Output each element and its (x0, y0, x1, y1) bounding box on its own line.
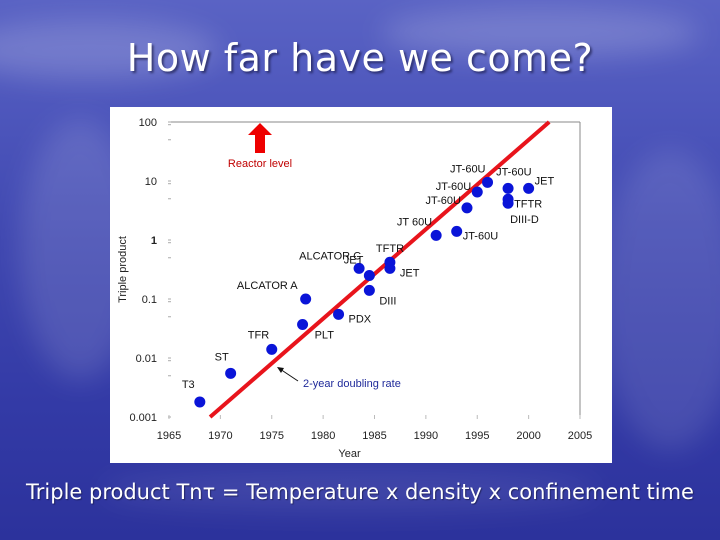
data-point-label: ST (215, 351, 229, 363)
data-point[interactable] (461, 202, 473, 214)
y-tick-label: 0.001 (129, 412, 157, 424)
data-point-label: JT-60U (450, 163, 486, 175)
doubling-rate-trend-line (208, 120, 551, 419)
data-point[interactable] (471, 186, 483, 198)
x-tick-label: 1990 (414, 430, 438, 442)
x-tick-label: 1970 (208, 430, 232, 442)
x-tick-label: 1985 (362, 430, 386, 442)
y-tick-label: 100 (139, 117, 157, 129)
data-point[interactable] (430, 229, 442, 241)
y-tick-label: 0.01 (136, 353, 157, 365)
y-tick-label: 0.1 (142, 294, 157, 306)
data-point[interactable] (502, 182, 514, 194)
data-point[interactable] (333, 308, 345, 320)
chart-panel: 100 10 1 0.1 0.01 0.001 1965 1970 1975 1980 1985 19… (110, 107, 612, 463)
x-tick-label: 2005 (568, 430, 592, 442)
data-point-label: DIII-D (510, 214, 539, 226)
data-point-label: TFR (248, 329, 269, 341)
data-point[interactable] (363, 284, 375, 296)
data-point[interactable] (266, 343, 278, 355)
data-point-label: ALCATOR A (237, 280, 298, 292)
data-point-label: JET (535, 175, 555, 187)
annotation-arrowhead-icon (277, 367, 284, 373)
data-point[interactable] (502, 197, 514, 209)
data-point-label: PDX (349, 313, 372, 325)
data-point-label: TFTR (514, 198, 542, 210)
slide-title: How far have we come? (126, 36, 594, 80)
data-point[interactable] (194, 396, 206, 408)
data-point-label: JET (400, 267, 420, 279)
data-point[interactable] (363, 270, 375, 282)
data-point[interactable] (297, 318, 309, 330)
x-tick-label: 1980 (311, 430, 335, 442)
x-tick-label: 1965 (157, 430, 181, 442)
x-axis-label: Year (338, 448, 361, 460)
x-tick-label: 2000 (516, 430, 540, 442)
y-axis-label: Triple product (117, 236, 129, 303)
data-point-label: JET (344, 255, 364, 267)
annotation-pointer-line (279, 368, 299, 382)
data-point[interactable] (482, 176, 494, 188)
x-tick-label: 1975 (260, 430, 284, 442)
data-point-label: ALCATOR C (299, 250, 361, 262)
data-point[interactable] (523, 182, 535, 194)
data-point-label: JT-60U (463, 230, 499, 242)
doubling-rate-label: 2-year doubling rate (303, 378, 401, 390)
data-point-label: JT-60U (436, 181, 472, 193)
data-point-label: JT-60U (496, 166, 532, 178)
data-point[interactable] (353, 262, 365, 274)
data-point-label: JT 60U (397, 216, 432, 228)
data-point-label: JT-60U (426, 195, 462, 207)
slide-caption: Triple product Tnτ = Temperature x densi… (26, 480, 694, 504)
data-point[interactable] (384, 262, 396, 274)
data-point-label: DIII (379, 295, 396, 307)
data-point-label: T3 (182, 379, 195, 391)
reactor-level-label: Reactor level (228, 158, 292, 170)
data-point-label: PLT (315, 329, 335, 341)
data-point[interactable] (451, 225, 463, 237)
reactor-level-arrow-icon (248, 123, 272, 153)
y-tick-label: 10 (145, 176, 157, 188)
y-tick-label: 1 (151, 235, 157, 247)
data-point-label: TFTR (376, 243, 404, 255)
data-point[interactable] (225, 367, 237, 379)
data-point[interactable] (300, 293, 312, 305)
x-tick-label: 1995 (465, 430, 489, 442)
